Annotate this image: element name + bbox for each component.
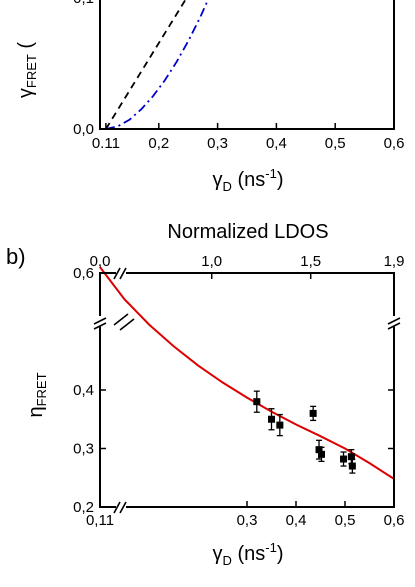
- panel-b-point-2: [276, 413, 284, 437]
- panel-b-point-1: [268, 408, 275, 431]
- panel-b-x-tick-label: 0,6: [384, 512, 405, 529]
- panel-a-x-tick-label: 0,4: [266, 135, 287, 152]
- panel-b-marker: [309, 409, 317, 417]
- panel-b-y-tick-label: 0,2: [73, 499, 94, 516]
- panel-b-top-tick-label: 0,0: [90, 253, 111, 270]
- panel-a-series-line-0: [105, 0, 187, 130]
- panel-a-x-tick-label: 0,2: [148, 135, 169, 152]
- panel-b-marker: [253, 398, 261, 406]
- panel-a-xlabel: γD (ns-1): [213, 166, 284, 194]
- panel-a-series: [105, 0, 209, 130]
- panel-b-top-tick-labels: 0,0 1,0 1,5 1,9: [90, 253, 405, 270]
- panel-b-plot-frame: [99, 272, 395, 508]
- panel-b-top-axis-label: Normalized LDOS: [167, 221, 328, 243]
- panel-b-top-tick-label: 1,0: [201, 253, 222, 270]
- panel-a-chart: γFRET ( 0.11 0,2 0,3 0,4 0,5 0,6 0,0 0,1 γD (n…: [15, 0, 404, 194]
- panel-a-x-tick-label: 0,6: [384, 135, 405, 152]
- panel-b-marker: [317, 450, 325, 458]
- panel-b-xlabel: γD (ns-1): [213, 540, 284, 568]
- panel-b-letter: b): [6, 244, 26, 269]
- panel-a-plot-frame: [99, 0, 395, 130]
- panel-b-top-tick-label: 1,5: [300, 253, 321, 270]
- panel-a-ticks: [100, 123, 395, 130]
- panel-b-point-3: [309, 405, 317, 422]
- panel-b-point-5: [317, 446, 325, 463]
- panel-b-point-8: [348, 458, 356, 474]
- axis-break-marks: [93, 267, 401, 514]
- panel-b-marker: [348, 462, 356, 470]
- panel-b-ticks: [99, 272, 395, 508]
- panel-b-marker: [347, 453, 355, 461]
- panel-a-x-tick-label: 0,3: [207, 135, 228, 152]
- panel-b-chart: b) Normalized LDOS ηFRET: [6, 221, 404, 568]
- panel-b-top-tick-label: 1,9: [384, 253, 405, 270]
- panel-b-marker: [276, 421, 284, 429]
- panel-b-y-tick-label: 0,6: [73, 265, 94, 282]
- panel-b-marker: [340, 455, 348, 463]
- panel-a-y-tick-labels: 0,0 0,1: [73, 0, 94, 138]
- panel-a-y-tick-label: 0,1: [73, 0, 94, 7]
- panel-b-x-tick-label: 0,4: [286, 512, 307, 529]
- panel-b-y-tick-label: 0,3: [73, 441, 94, 458]
- panel-b-x-tick-label: 0,5: [335, 512, 356, 529]
- panel-a-x-tick-labels: 0.11 0,2 0,3 0,4 0,5 0,6: [92, 135, 405, 152]
- panel-a-ylabel: γFRET (: [15, 42, 39, 99]
- panel-a-x-tick-label: 0.11: [92, 135, 120, 152]
- panel-b-data-points: [253, 390, 356, 474]
- panel-b-fit-curve: [99, 266, 395, 480]
- panel-b-x-tick-label: 0,11: [86, 512, 114, 529]
- panel-b-y-tick-label: 0,4: [73, 382, 94, 399]
- panel-b-x-tick-label: 0,3: [237, 512, 258, 529]
- panel-b-y-tick-labels: 0,2 0,3 0,4 0,6: [73, 265, 94, 516]
- panel-b-x-tick-labels: 0,11 0,3 0,4 0,5 0,6: [86, 512, 404, 529]
- panel-b-marker: [268, 415, 275, 423]
- panel-b-point-6: [340, 451, 348, 467]
- panel-b-marker: [315, 446, 323, 454]
- panel-a-y-tick-label: 0,0: [73, 121, 94, 138]
- panel-b-ylabel: ηFRET: [25, 372, 49, 417]
- panel-a-x-tick-label: 0,5: [325, 135, 346, 152]
- panel-b-point-0: [253, 390, 261, 413]
- panel-a-series-line-1: [105, 0, 209, 130]
- panel-b-fit-line: [99, 266, 395, 480]
